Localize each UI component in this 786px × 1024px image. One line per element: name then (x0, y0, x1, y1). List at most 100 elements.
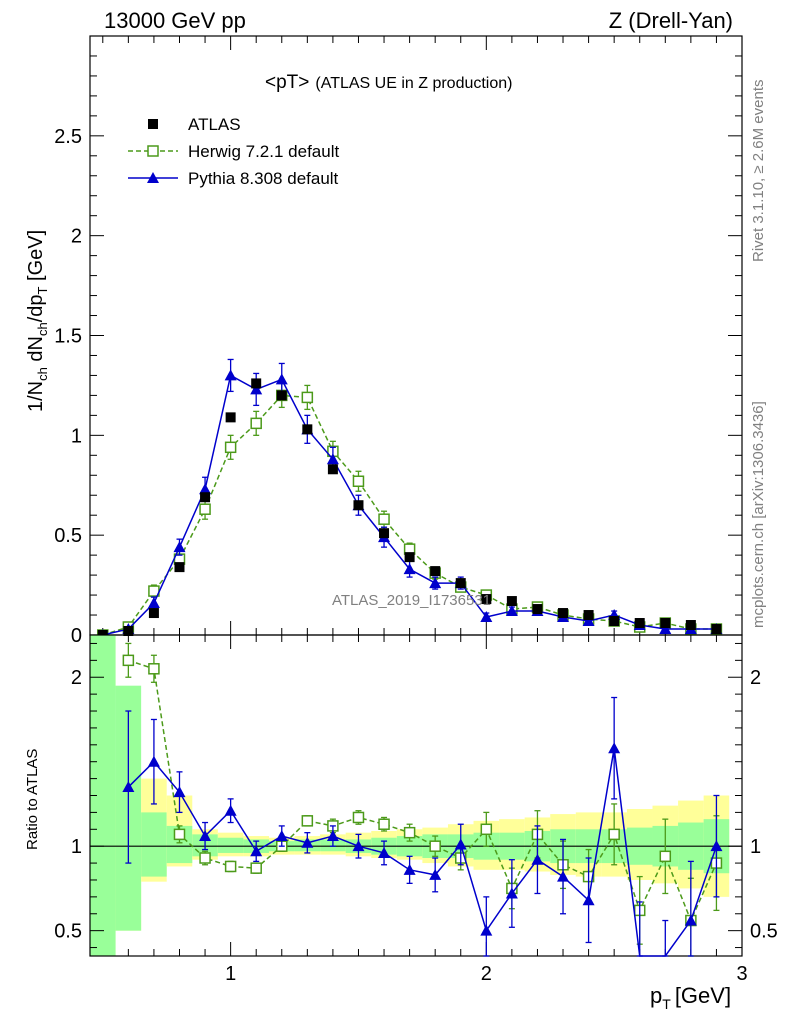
atlas-point-6 (251, 378, 262, 389)
pythia-point-4 (199, 483, 212, 495)
atlas-point-5 (225, 412, 236, 423)
ratio-pythia-point-19 (582, 894, 595, 906)
ratio-pythia-point-6 (250, 845, 263, 857)
atlas-point-19 (583, 610, 594, 621)
atlas-point-7 (276, 390, 287, 401)
ratio-pythia-point-2 (147, 755, 160, 767)
ratio-herwig-point-11 (378, 818, 390, 830)
legend-label-0: ATLAS (188, 115, 241, 134)
x-axis-label-main: p (650, 983, 662, 1008)
atlas-point-4 (200, 492, 211, 503)
y-tick-label-3: 1.5 (54, 326, 82, 348)
pythia-point-19 (582, 615, 595, 627)
pythia-point-5 (224, 369, 237, 381)
ratio-herwig-point-5 (224, 860, 237, 873)
ratio-pythia-point-5 (224, 804, 237, 816)
ratio-herwig-point-8 (301, 815, 314, 827)
rivet-label: Rivet 3.1.10, ≥ 2.6M events (750, 80, 767, 263)
x-axis-label-sub: T (662, 996, 671, 1012)
atlas-point-22 (660, 618, 671, 629)
ratio-pythia-point-20 (608, 742, 621, 754)
legend-label-2: Pythia 8.308 default (188, 169, 339, 188)
ratio-y-tick-label-left-1: 1 (71, 836, 82, 858)
pythia-point-13 (429, 577, 442, 589)
ratio-pythia-point-17 (531, 853, 544, 865)
ratio-herwig-line (128, 659, 718, 923)
atlas-point-2 (148, 608, 159, 619)
atlas-point-14 (455, 578, 466, 589)
ratio-pythia-point-12 (403, 863, 416, 875)
herwig-point-4 (199, 503, 211, 515)
ratio-pythia-point-4 (199, 830, 212, 842)
ratio-pythia-point-9 (326, 830, 339, 842)
atlas-point-13 (430, 566, 441, 577)
ratio-herwig (122, 642, 723, 957)
ratio-pythia (122, 696, 723, 957)
ratio-y-tick-label-left-2: 2 (71, 667, 82, 689)
ratio-pythia-point-16 (505, 887, 518, 899)
atlas-point-23 (685, 620, 696, 631)
atlas-point-16 (506, 596, 517, 607)
header-left: 13000 GeV pp (104, 8, 246, 33)
pythia-point-6 (250, 383, 263, 395)
ratio-herwig-point-20 (608, 828, 620, 841)
pythia-point-12 (403, 563, 416, 575)
herwig-point-6 (250, 417, 262, 430)
mcplots-label: mcplots.cern.ch [arXiv:1306.3436] (750, 401, 767, 628)
ratio-herwig-point-6 (250, 862, 262, 874)
pythia-point-22 (659, 623, 672, 635)
pythia-point-9 (326, 453, 339, 465)
x-tick-label-2: 3 (736, 963, 747, 985)
ratio-herwig-point-1 (122, 654, 135, 667)
ratio-pythia-point-8 (301, 836, 314, 848)
ratio-y-tick-label-right-1: 1 (750, 836, 761, 858)
chart-title-main: <pT> (265, 72, 309, 93)
legend-label-1: Herwig 7.2.1 default (188, 142, 339, 161)
y-tick-label-4: 2 (71, 226, 82, 248)
ratio-pythia-point-13 (429, 868, 442, 880)
atlas-point-8 (302, 424, 313, 435)
pythia-point-15 (480, 611, 493, 623)
pythia-point-3 (173, 541, 186, 553)
legend-marker-atlas (148, 119, 158, 129)
atlas-point-9 (327, 464, 338, 475)
x-tick-label-0: 1 (225, 963, 236, 985)
ratio-herwig-point-15 (480, 823, 493, 836)
atlas-point-15 (481, 594, 492, 605)
watermark: ATLAS_2019_I1736531 (332, 592, 491, 609)
ratio-herwig-point-3 (173, 828, 186, 841)
ratio-herwig-point-12 (403, 826, 416, 839)
pythia-point-2 (147, 597, 160, 609)
band-inner-5 (217, 837, 244, 853)
legend-marker-herwig (147, 145, 159, 157)
ratio-pythia-point-11 (378, 846, 391, 858)
y-tick-label-2: 1 (71, 425, 82, 447)
atlas-point-21 (634, 618, 645, 629)
ratio-y-tick-label-right-0: 0.5 (750, 921, 778, 943)
pythia-point-16 (505, 605, 518, 617)
herwig-point-8 (301, 391, 314, 404)
chart-title-sub: (ATLAS UE in Z production) (315, 75, 512, 92)
ratio-y-tick-label-right-2: 2 (750, 667, 761, 689)
legend: ATLAS Herwig 7.2.1 default Pythia 8.308 de… (128, 115, 339, 188)
ratio-pythia-point-14 (454, 838, 467, 850)
ratio-pythia-point-1 (122, 781, 135, 793)
legend-marker-pythia (147, 172, 159, 183)
atlas-point-20 (609, 616, 620, 627)
herwig-point-11 (378, 513, 390, 525)
ratio-y-label: Ratio to ATLAS (24, 749, 41, 850)
atlas-point-24 (711, 624, 722, 635)
band-inner-2 (141, 812, 167, 877)
x-tick-label-1: 2 (481, 963, 492, 985)
herwig-point-10 (352, 475, 365, 488)
atlas-point-12 (404, 552, 415, 563)
pythia-point-7 (275, 373, 288, 385)
ratio-pythia-point-7 (275, 830, 288, 842)
header-right: Z (Drell-Yan) (609, 8, 733, 33)
x-axis-label-unit: [GeV] (675, 983, 731, 1008)
ratio-herwig-point-22 (659, 850, 672, 863)
x-axis-label: pT [GeV] (650, 983, 731, 1012)
y-tick-label-5: 2.5 (54, 126, 82, 148)
ratio-herwig-point-13 (429, 840, 441, 852)
